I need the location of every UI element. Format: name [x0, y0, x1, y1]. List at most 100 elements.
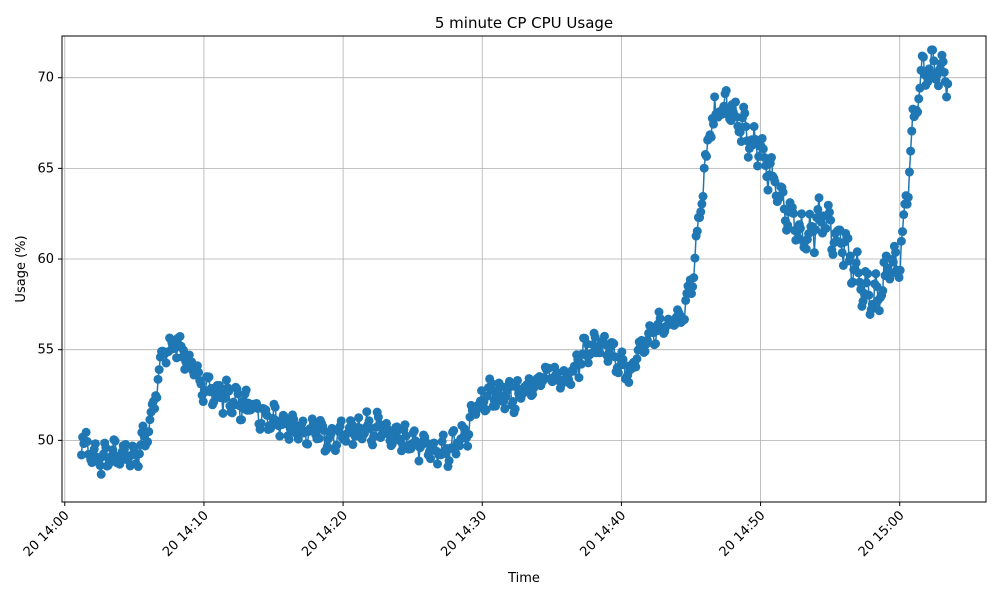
data-point [942, 92, 952, 102]
data-point [426, 454, 436, 464]
data-point [874, 306, 884, 316]
data-point [275, 431, 285, 441]
data-point [902, 199, 912, 209]
data-point [194, 367, 204, 377]
data-point [863, 269, 873, 279]
data-point [152, 393, 162, 403]
data-point [903, 192, 913, 202]
data-point [858, 296, 868, 306]
data-point [721, 86, 731, 95]
data-point [341, 436, 351, 446]
data-point [826, 215, 836, 225]
data-point [574, 373, 584, 383]
data-point [463, 441, 473, 451]
data-point [221, 375, 231, 385]
data-point [823, 200, 833, 210]
data-point [227, 408, 237, 418]
data-point [429, 438, 439, 448]
data-point [322, 441, 332, 451]
data-point [741, 122, 751, 132]
data-point [895, 265, 905, 275]
data-point [845, 251, 855, 261]
data-point [753, 161, 763, 171]
data-point [241, 385, 251, 395]
data-point [760, 153, 770, 163]
data-point [387, 439, 397, 449]
data-point [702, 151, 712, 161]
data-point [698, 191, 708, 201]
data-point [145, 415, 155, 425]
data-point [766, 153, 776, 163]
y-tick-label: 65 [37, 161, 54, 176]
data-point [933, 81, 943, 91]
data-point [631, 362, 641, 372]
data-point [595, 348, 605, 358]
data-point [853, 268, 863, 278]
data-point [214, 380, 224, 390]
data-point [697, 199, 707, 209]
data-point [904, 167, 914, 177]
data-point [837, 248, 847, 258]
data-point [175, 331, 185, 341]
data-point [696, 207, 706, 217]
data-point [855, 277, 865, 287]
data-point [655, 313, 665, 323]
data-point [763, 185, 773, 195]
data-point [432, 459, 442, 469]
data-point [686, 289, 696, 299]
data-point [938, 57, 948, 67]
data-point [743, 152, 753, 162]
data-point [364, 416, 374, 426]
data-point [864, 290, 874, 300]
data-point [699, 163, 709, 173]
data-point [603, 356, 613, 366]
data-point [95, 460, 105, 470]
data-point [336, 416, 346, 426]
data-point [303, 439, 313, 449]
data-point [789, 208, 798, 218]
data-point [689, 273, 699, 283]
y-tick-label: 70 [37, 71, 54, 86]
data-point [284, 434, 294, 444]
data-point [906, 146, 916, 156]
data-point [708, 119, 718, 129]
data-point [679, 314, 689, 324]
data-point [642, 335, 652, 345]
data-point [121, 439, 131, 449]
data-point [414, 456, 424, 466]
data-point [609, 339, 619, 349]
data-point [138, 421, 148, 431]
data-point [805, 209, 815, 219]
y-axis-label: Usage (%) [14, 235, 29, 302]
data-point [706, 132, 716, 142]
data-point [688, 282, 698, 292]
data-point [824, 207, 834, 217]
data-point [438, 430, 448, 440]
data-point [749, 122, 759, 132]
data-point [939, 67, 949, 77]
data-point [617, 347, 627, 357]
data-point [354, 413, 364, 423]
x-axis-label: Time [507, 571, 540, 586]
data-point [943, 79, 953, 89]
data-point [161, 358, 171, 368]
data-point [813, 204, 823, 214]
data-point [692, 226, 702, 236]
data-point [455, 441, 465, 451]
data-point [778, 187, 788, 197]
data-point [270, 402, 280, 412]
data-point [801, 244, 811, 254]
data-point [814, 193, 824, 203]
data-point [583, 358, 593, 368]
data-point [237, 415, 247, 425]
data-point [619, 360, 629, 370]
data-point [851, 258, 861, 268]
data-point [797, 209, 807, 219]
series-cpu-usage [76, 45, 953, 479]
data-point [651, 339, 660, 349]
data-point [871, 269, 881, 279]
data-point [690, 253, 700, 263]
data-point [401, 431, 411, 441]
data-point [862, 278, 872, 288]
data-point [464, 429, 474, 439]
